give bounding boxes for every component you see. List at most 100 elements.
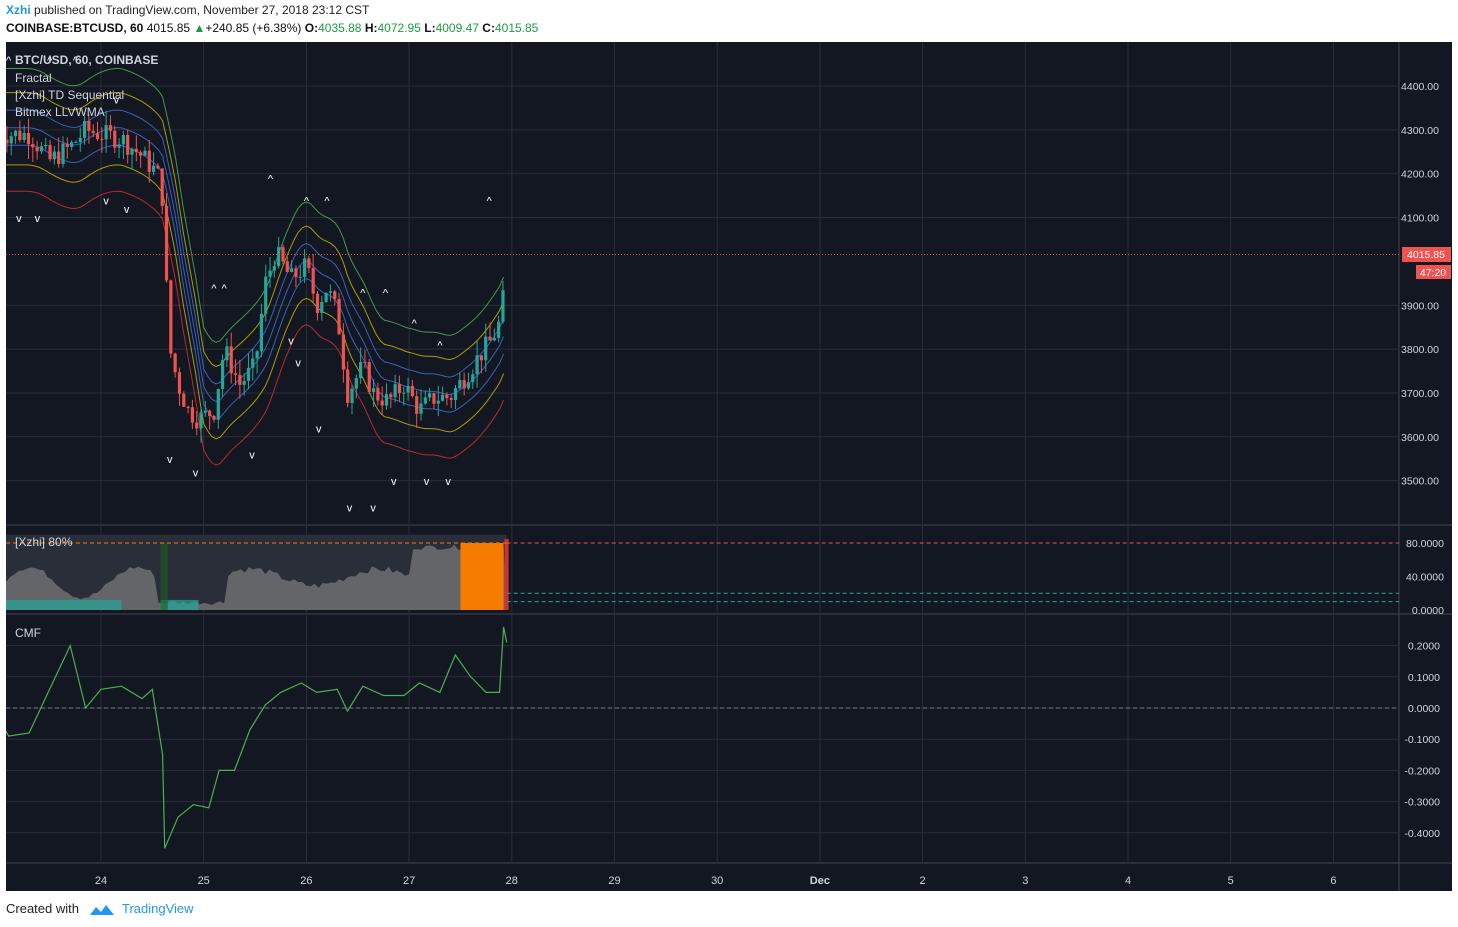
- candle-body: [225, 346, 229, 361]
- legend-indicator-vwma[interactable]: Bitmex LLVWMA: [15, 105, 105, 119]
- candle-body: [492, 337, 496, 341]
- candle-body: [462, 380, 466, 389]
- candle-body: [100, 139, 104, 141]
- cmf-label[interactable]: CMF: [15, 626, 41, 640]
- candle-body: [216, 389, 220, 420]
- candle-body: [458, 380, 462, 389]
- price-tick-label: 3500.00: [1401, 476, 1439, 488]
- price-tick-label: 3700.00: [1401, 388, 1439, 400]
- candle-body: [488, 336, 492, 341]
- fractal-up-marker: ^: [47, 55, 53, 67]
- cmf-tick-label: 0.2000: [1408, 641, 1440, 653]
- candle-body: [475, 355, 479, 375]
- candle-body: [95, 133, 100, 140]
- x-tick-label: 28: [506, 875, 518, 887]
- high-value: 4072.95: [377, 21, 421, 35]
- osc-label[interactable]: [Xzhi] 80%: [15, 535, 73, 549]
- x-tick-label: 30: [711, 875, 723, 887]
- candle-body: [328, 291, 333, 293]
- candle-body: [65, 143, 69, 147]
- chart-background: [6, 42, 1452, 891]
- x-tick-label: 24: [95, 875, 107, 887]
- candle-body: [341, 334, 345, 370]
- created-with-label: Created with: [6, 901, 79, 916]
- fractal-up-marker: ^: [222, 283, 228, 295]
- fractal-down-marker: v: [193, 467, 199, 479]
- candle-body: [268, 270, 272, 277]
- price-tick-label: 3800.00: [1401, 344, 1439, 356]
- candle-body: [108, 125, 113, 131]
- fractal-up-marker: ^: [383, 287, 389, 299]
- candle-body: [113, 130, 117, 148]
- candle-body: [419, 403, 423, 414]
- tradingview-link[interactable]: TradingView: [122, 901, 194, 916]
- vwma-band-line: [6, 67, 505, 343]
- candle-body: [479, 355, 484, 361]
- candle-body: [350, 388, 354, 403]
- candle-body: [164, 205, 169, 281]
- candle-body: [436, 400, 440, 404]
- fractal-down-marker: v: [316, 423, 322, 435]
- candle-body: [440, 394, 445, 401]
- candle-body: [173, 353, 177, 373]
- candle-body: [389, 394, 393, 398]
- candle-body: [393, 384, 397, 398]
- candle-body: [238, 374, 242, 385]
- fractal-up-marker: ^: [6, 55, 12, 67]
- close-label: C:: [482, 21, 495, 35]
- candle-body: [74, 141, 78, 143]
- fractal-down-marker: v: [35, 213, 41, 225]
- open-value: 4035.88: [318, 21, 362, 35]
- candle-body: [307, 258, 311, 269]
- candle-body: [151, 165, 156, 172]
- cmf-tick-label: 0.0000: [1408, 703, 1440, 715]
- countdown-tag: [1416, 265, 1451, 279]
- fractal-up-marker: ^: [304, 195, 310, 207]
- osc-low-zone: [6, 599, 122, 610]
- candle-body: [255, 351, 259, 359]
- candle-body: [363, 362, 367, 364]
- cmf-tick-label: -0.1000: [1404, 734, 1440, 746]
- candle-body: [220, 360, 225, 390]
- fractal-down-marker: v: [370, 502, 376, 514]
- candle-body: [397, 384, 402, 393]
- low-value: 4009.47: [435, 21, 479, 35]
- author-name[interactable]: Xzhi: [6, 3, 31, 17]
- candle-body: [471, 374, 475, 383]
- candle-body: [311, 268, 315, 294]
- legend-indicator-fractal[interactable]: Fractal: [15, 71, 52, 85]
- price-tick-label: 4100.00: [1401, 213, 1439, 225]
- x-tick-label: 2: [920, 875, 926, 887]
- price-tick-label: 3900.00: [1401, 300, 1439, 312]
- symbol-label: COINBASE:BTCUSD, 60: [6, 21, 144, 35]
- cmf-tick-label: -0.4000: [1404, 828, 1440, 840]
- x-tick-label: Dec: [810, 875, 830, 887]
- x-tick-label: 27: [403, 875, 415, 887]
- chart-grid: [6, 42, 1452, 891]
- close-value: 4015.85: [494, 21, 539, 35]
- candle-body: [294, 268, 298, 278]
- candle-body: [402, 392, 406, 394]
- candle-body: [182, 393, 186, 407]
- candle-body: [302, 258, 307, 277]
- legend-indicator-td[interactable]: [Xzhi] TD Sequential: [15, 88, 124, 102]
- footer: Created with TradingView: [6, 901, 194, 917]
- candle-body: [497, 321, 501, 338]
- candle-body: [233, 373, 238, 375]
- up-arrow-icon: ▲: [193, 21, 206, 35]
- candle-body: [259, 313, 264, 352]
- x-tick-label: 25: [198, 875, 210, 887]
- candle-body: [246, 367, 251, 381]
- osc-hot-zone: [460, 543, 504, 610]
- candle-body: [18, 130, 22, 141]
- candle-body: [169, 280, 173, 354]
- fractal-down-marker: v: [445, 476, 451, 488]
- price-tick-label: 3600.00: [1401, 432, 1439, 444]
- fractal-up-marker: ^: [437, 340, 443, 352]
- candle-body: [121, 134, 125, 145]
- countdown-value: 47:20: [1420, 267, 1446, 279]
- vwma-band-line: [6, 144, 505, 420]
- candle-body: [277, 247, 281, 267]
